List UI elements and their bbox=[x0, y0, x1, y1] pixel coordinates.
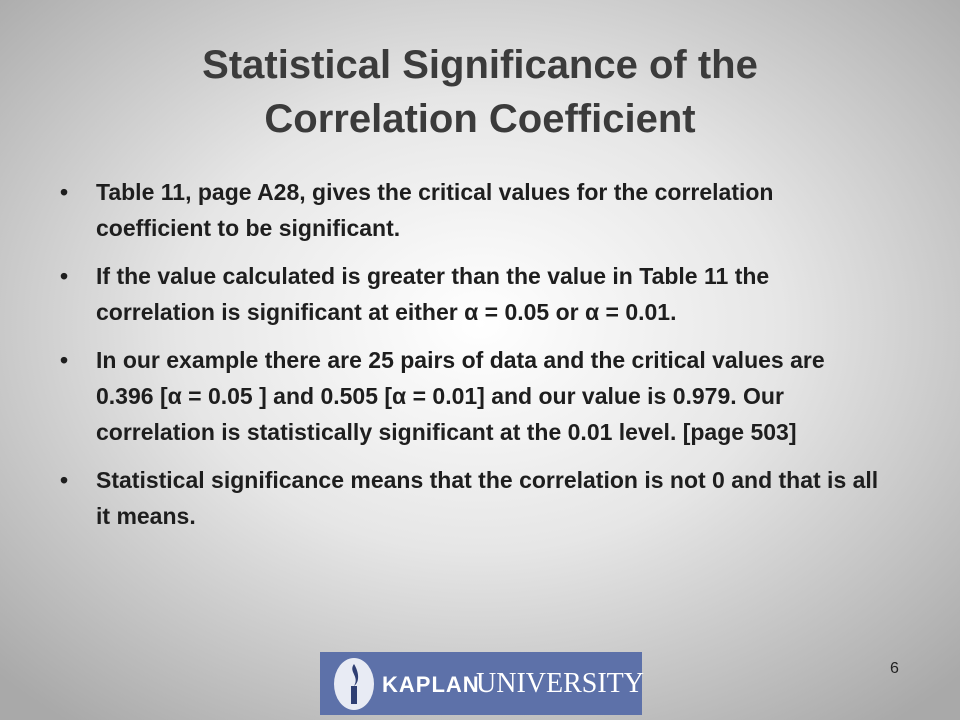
logo-name: UNIVERSITY bbox=[476, 668, 644, 699]
title-line: Statistical Significance of the bbox=[202, 43, 758, 87]
title-line: Correlation Coefficient bbox=[264, 97, 696, 141]
bullet-list: Table 11, page A28, gives the critical v… bbox=[58, 174, 888, 546]
logo-icon bbox=[334, 658, 374, 710]
slide-title: Statistical Significance of the Correlat… bbox=[0, 38, 960, 146]
logo: KAPLAN UNIVERSITY bbox=[320, 652, 644, 715]
bullet: Statistical significance means that the … bbox=[58, 462, 888, 534]
bullet: In our example there are 25 pairs of dat… bbox=[58, 342, 888, 450]
logo-brand: KAPLAN bbox=[382, 672, 480, 697]
page-number: 6 bbox=[890, 660, 899, 677]
bullet: If the value calculated is greater than … bbox=[58, 258, 888, 330]
bullet: Table 11, page A28, gives the critical v… bbox=[58, 174, 888, 246]
